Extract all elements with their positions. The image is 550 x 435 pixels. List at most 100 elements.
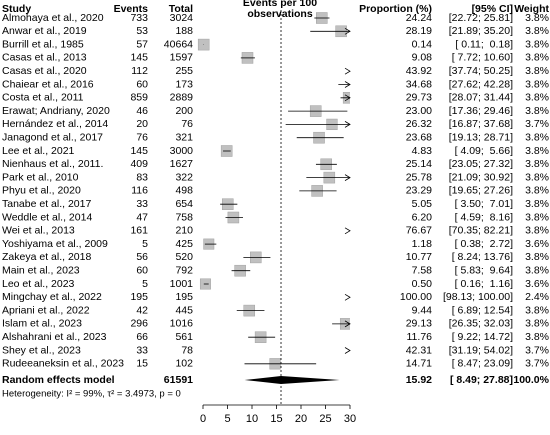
study-name: Zakeya et al., 2018	[2, 251, 91, 263]
events: 112	[131, 65, 148, 77]
total: 40664	[164, 38, 193, 50]
proportion: 4.83	[412, 145, 433, 157]
proportion: 23.68	[406, 131, 432, 143]
total: 425	[175, 238, 193, 250]
events: 53	[136, 25, 148, 37]
summary-total: 61591	[164, 374, 193, 386]
weight: 2.4%	[525, 291, 549, 303]
study-name: Costa et al., 2011	[2, 92, 84, 104]
proportion: 100.00	[400, 291, 432, 303]
header-weight: Weight	[514, 3, 549, 15]
weight: 3.8%	[525, 12, 549, 24]
proportion: 11.76	[407, 331, 433, 343]
ci-label: [ 8.24; 13.76]	[452, 251, 513, 263]
total: 322	[175, 171, 193, 183]
proportion: 25.78	[406, 171, 432, 183]
weight: 3.8%	[525, 131, 549, 143]
events: 15	[136, 358, 148, 370]
events: 296	[130, 318, 148, 330]
events: 145	[130, 52, 148, 64]
total: 3000	[170, 145, 194, 157]
study-name: Almohaya et al., 2020	[2, 12, 104, 24]
proportion: 34.68	[406, 78, 432, 90]
weight: 3.7%	[525, 358, 549, 370]
proportion: 23.00	[406, 105, 432, 117]
total: 76	[181, 118, 193, 130]
header-study: Study	[2, 3, 31, 15]
ci-arrow	[344, 174, 351, 181]
study-name: Anwar et al., 2019	[2, 25, 87, 37]
events: 46	[136, 105, 148, 117]
header-axis: observations	[247, 8, 313, 20]
ci-label: [ 4.59; 8.16]	[455, 211, 513, 223]
study-name: Yoshiyama et al., 2009	[2, 238, 108, 250]
study-name: Shey et al., 2023	[2, 344, 81, 356]
proportion: 6.20	[412, 211, 433, 223]
ci-label: [ 4.09; 5.66]	[455, 145, 513, 157]
ci-label: [ 8.47; 23.09]	[452, 358, 513, 370]
proportion: 10.77	[406, 251, 432, 263]
weight: 3.8%	[525, 251, 549, 263]
weight: 3.8%	[525, 198, 549, 210]
study-name: Rudeeaneksin et al., 2023	[2, 358, 124, 370]
ci-label: [21.09; 30.92]	[449, 171, 513, 183]
proportion: 23.29	[406, 185, 432, 197]
weight: 3.8%	[525, 318, 549, 330]
study-name: Chaiear et al., 2016	[2, 78, 94, 90]
events: 161	[130, 225, 148, 237]
ci-label: [ 0.16; 1.16]	[455, 278, 513, 290]
proportion: 1.18	[412, 238, 433, 250]
study-name: Apriani et al., 2022	[2, 304, 90, 316]
events: 5	[142, 238, 148, 250]
proportion: 9.44	[412, 304, 433, 316]
weight: 3.8%	[525, 171, 549, 183]
ci-label: [ 5.83; 9.64]	[455, 264, 513, 276]
header-axis: Events per 100	[243, 0, 317, 9]
events: 20	[136, 118, 148, 130]
total: 792	[175, 264, 193, 276]
ci-label: [19.13; 28.71]	[449, 131, 513, 143]
proportion: 24.24	[406, 12, 432, 24]
events: 66	[136, 331, 148, 343]
ci-arrow	[344, 347, 351, 354]
proportion: 5.05	[412, 198, 433, 210]
events: 42	[136, 304, 148, 316]
events: 409	[130, 158, 148, 170]
study-name: Lee et al., 2021	[2, 145, 75, 157]
total: 3024	[170, 12, 194, 24]
ci-label: [ 6.89; 12.54]	[452, 304, 513, 316]
ci-label: [27.62; 42.28]	[449, 78, 513, 90]
ci-arrow	[344, 81, 351, 88]
weight: 3.8%	[525, 331, 549, 343]
events: 83	[136, 171, 148, 183]
events: 859	[130, 92, 148, 104]
weight: 3.8%	[525, 25, 549, 37]
ci-arrow	[344, 227, 351, 235]
events: 116	[131, 185, 148, 197]
ci-arrow	[344, 67, 351, 75]
events: 145	[130, 145, 148, 157]
total: 321	[175, 131, 193, 143]
total: 2889	[170, 92, 194, 104]
ci-label: [37.74; 50.25]	[449, 65, 513, 77]
proportion: 0.14	[412, 38, 433, 50]
ci-label: [ 7.72; 10.60]	[452, 52, 513, 64]
total: 758	[175, 211, 193, 223]
ci-label: [31.19; 54.02]	[449, 344, 513, 356]
ci-label: [ 0.38; 2.72]	[455, 238, 513, 250]
weight: 3.6%	[525, 278, 549, 290]
header-total: Total	[169, 3, 193, 15]
study-name: Casas et al., 2013	[2, 52, 87, 64]
study-name: Wei et al., 2013	[2, 225, 75, 237]
study-name: Burrill et al., 1985	[2, 38, 84, 50]
weight: 3.8%	[525, 105, 549, 117]
total: 1016	[170, 318, 194, 330]
ci-label: [16.87; 37.68]	[449, 118, 513, 130]
weight: 3.7%	[525, 118, 549, 130]
total: 200	[175, 105, 193, 117]
ci-arrow	[344, 121, 351, 128]
study-name: Leo et al., 2023	[2, 278, 75, 290]
total: 173	[175, 78, 193, 90]
summary-ci: [ 8.49; 27.88]	[450, 374, 513, 386]
weight-square	[367, 79, 378, 90]
